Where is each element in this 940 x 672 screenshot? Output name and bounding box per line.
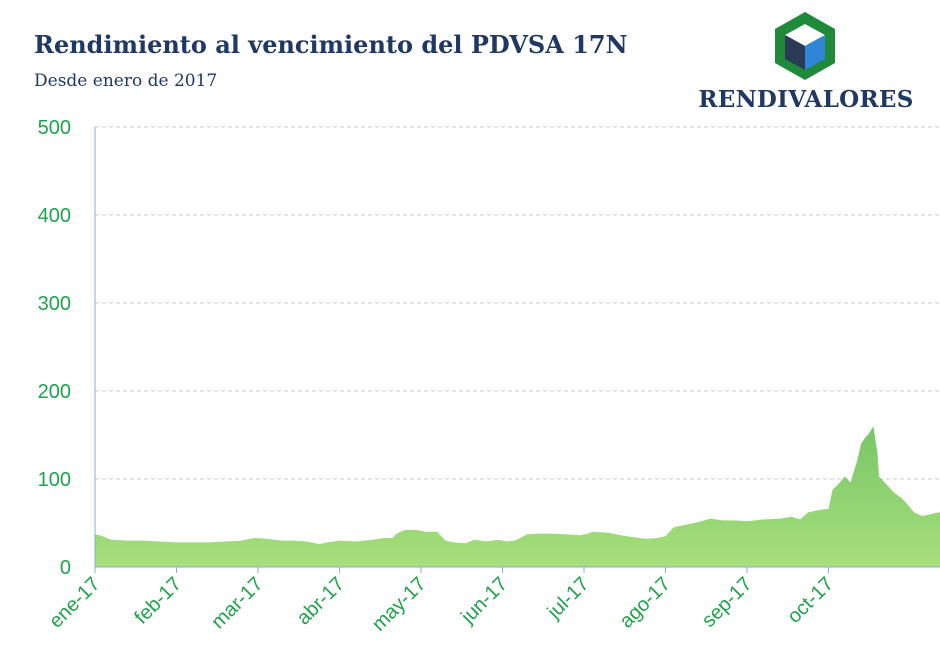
chart-title: Rendimiento al vencimiento del PDVSA 17N <box>34 30 628 59</box>
y-axis-ticks: 0 100 200 300 400 500 <box>38 117 71 579</box>
yield-area-series <box>95 426 940 567</box>
x-tick-label: sep-17 <box>698 573 757 632</box>
y-tick-label: 0 <box>60 557 71 579</box>
y-tick-label: 300 <box>38 293 71 315</box>
x-tick-label: abr-17 <box>293 573 349 629</box>
x-tick-label: may-17 <box>368 573 431 636</box>
x-tick-label: ene-17 <box>45 573 105 633</box>
x-axis-ticks: ene-17 feb-17 mar-17 abr-17 may-17 jun-17 jul-… <box>45 573 838 636</box>
gridlines <box>95 126 940 480</box>
y-tick-label: 200 <box>38 381 71 403</box>
y-tick-label: 500 <box>38 117 71 139</box>
axes <box>94 127 940 573</box>
x-tick-label: mar-17 <box>207 573 267 633</box>
y-tick-label: 400 <box>38 205 71 227</box>
logo-cube-left <box>785 35 805 70</box>
brand-logo: RENDIVALORES <box>694 8 918 118</box>
y-tick-label: 100 <box>38 469 71 491</box>
x-tick-label: jul-17 <box>543 573 594 624</box>
chart-subtitle: Desde enero de 2017 <box>34 71 218 91</box>
x-tick-label: feb-17 <box>130 573 186 629</box>
x-tick-label: oct-17 <box>783 573 838 628</box>
logo-cube-right <box>805 35 825 70</box>
cube-in-hexagon-icon <box>775 12 835 80</box>
x-tick-label: jun-17 <box>456 573 512 629</box>
x-tick-label: ago-17 <box>615 573 675 633</box>
brand-name: RENDIVALORES <box>698 86 914 113</box>
